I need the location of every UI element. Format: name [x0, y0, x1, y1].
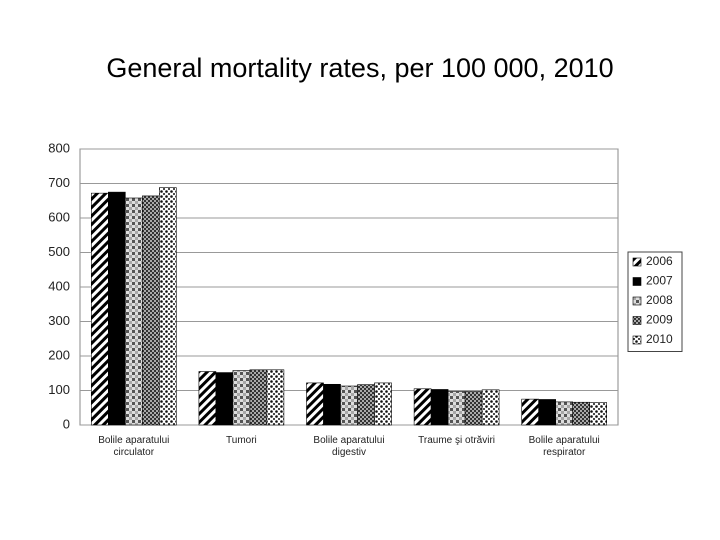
chart-title: General mortality rates, per 100 000, 20…: [106, 53, 613, 83]
y-tick-label: 400: [48, 278, 70, 293]
y-tick-label: 200: [48, 347, 70, 362]
y-tick-label: 800: [48, 140, 70, 155]
bar: [572, 401, 591, 426]
legend-label: 2007: [646, 274, 673, 288]
x-tick-label: Bolile aparatului circulator: [98, 435, 170, 458]
bar: [464, 391, 483, 426]
y-tick-label: 600: [48, 209, 70, 224]
bar: [232, 370, 251, 426]
legend-swatch: [632, 296, 642, 306]
legend-box: [627, 251, 683, 352]
x-tick-label: Bolile aparatului respirator: [528, 435, 600, 458]
x-tick-label: Tumori: [226, 435, 257, 446]
bar: [521, 398, 540, 426]
bar: [357, 384, 375, 426]
bar: [413, 388, 432, 426]
bar: [266, 369, 285, 426]
bar: [159, 187, 177, 426]
bar: [108, 191, 126, 426]
bar: [340, 385, 358, 426]
bar: [323, 383, 341, 426]
bar: [589, 402, 608, 426]
bar: [306, 382, 324, 426]
legend-swatch: [632, 316, 642, 325]
bar: [447, 391, 466, 426]
bar: [125, 197, 143, 426]
legend-label: 2010: [646, 332, 673, 346]
y-tick-label: 700: [48, 175, 70, 190]
bar: [374, 382, 392, 426]
x-tick-label: Bolile aparatului digestiv: [313, 435, 385, 458]
legend-label: 2006: [646, 254, 673, 268]
bar: [538, 399, 557, 426]
legend-swatch: [632, 257, 642, 267]
bar: [481, 389, 500, 426]
y-tick-label: 100: [48, 382, 70, 397]
bar: [91, 192, 109, 426]
legend-label: 2008: [646, 293, 673, 307]
bar: [215, 372, 234, 426]
y-tick-label: 0: [63, 416, 70, 431]
x-tick-label: Traume şi otrăviri: [418, 435, 496, 446]
bar: [555, 401, 574, 426]
y-tick-label: 300: [48, 313, 70, 328]
legend-swatch: [632, 335, 642, 345]
bar: [430, 389, 449, 426]
bar: [198, 371, 217, 426]
bar: [142, 195, 160, 426]
legend-swatch: [632, 277, 642, 286]
legend-label: 2009: [646, 313, 673, 327]
bar: [249, 369, 268, 426]
y-tick-label: 500: [48, 244, 70, 259]
